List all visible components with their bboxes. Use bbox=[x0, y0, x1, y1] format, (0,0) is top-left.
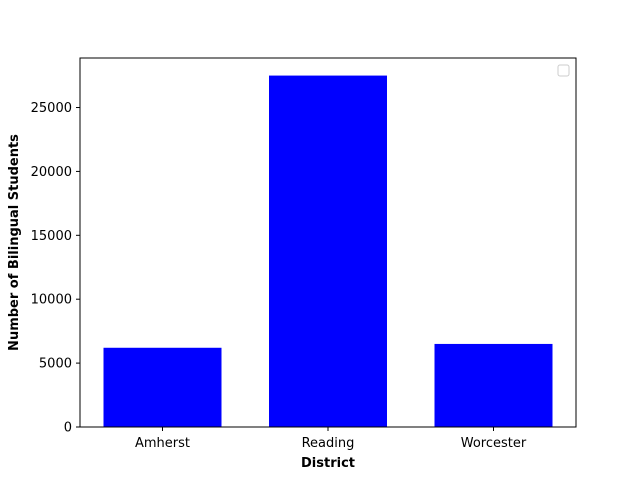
x-tick-label: Worcester bbox=[461, 436, 527, 451]
x-axis-ticks: Amherst Reading Worcester bbox=[135, 427, 527, 451]
y-tick-label: 25000 bbox=[31, 101, 72, 116]
y-tick-label: 20000 bbox=[31, 165, 72, 180]
y-tick-label: 0 bbox=[64, 421, 72, 436]
y-tick-label: 5000 bbox=[39, 357, 72, 372]
x-tick-label: Amherst bbox=[135, 436, 190, 451]
bar-reading bbox=[269, 75, 387, 428]
y-axis-title: Number of Bilingual Students bbox=[7, 134, 22, 351]
legend-box bbox=[557, 64, 570, 77]
bar-amherst bbox=[103, 347, 222, 427]
y-tick-label: 15000 bbox=[31, 229, 72, 244]
bars-layer bbox=[103, 75, 553, 428]
y-tick-label: 10000 bbox=[31, 293, 72, 308]
plot-area-frame bbox=[79, 57, 577, 428]
x-tick-label: Reading bbox=[302, 436, 355, 451]
bar-worcester bbox=[434, 343, 553, 427]
y-axis-ticks: 0 5000 10000 15000 20000 25000 bbox=[31, 101, 80, 436]
x-axis-title: District bbox=[301, 456, 355, 471]
